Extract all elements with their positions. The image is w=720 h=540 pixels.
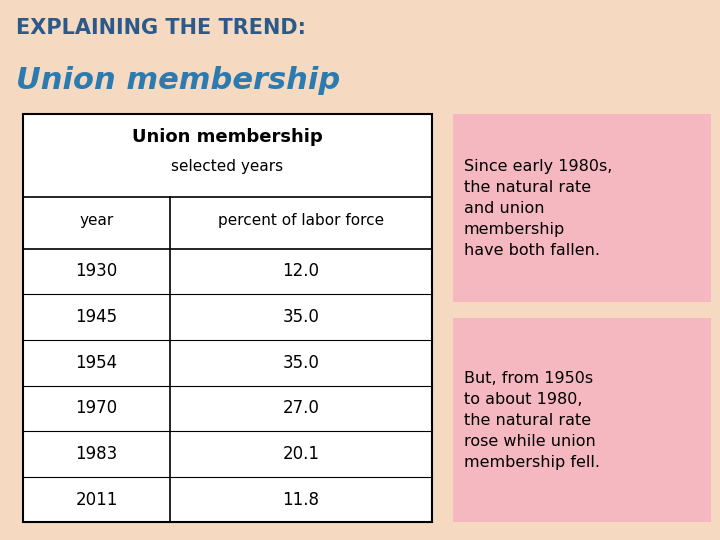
Text: year: year [79, 213, 114, 227]
Text: 20.1: 20.1 [282, 445, 320, 463]
Text: 2011: 2011 [76, 491, 117, 509]
Text: 35.0: 35.0 [282, 354, 320, 372]
Text: 1945: 1945 [76, 308, 117, 326]
Text: Since early 1980s,
the natural rate
and union
membership
have both fallen.: Since early 1980s, the natural rate and … [464, 159, 613, 258]
Text: 11.8: 11.8 [282, 491, 320, 509]
FancyBboxPatch shape [453, 114, 711, 302]
FancyBboxPatch shape [23, 114, 432, 523]
FancyBboxPatch shape [453, 319, 711, 523]
Text: percent of labor force: percent of labor force [218, 213, 384, 227]
Text: But, from 1950s
to about 1980,
the natural rate
rose while union
membership fell: But, from 1950s to about 1980, the natur… [464, 371, 600, 470]
Text: Union membership: Union membership [16, 66, 340, 95]
Text: EXPLAINING THE TREND:: EXPLAINING THE TREND: [16, 17, 306, 37]
Text: 1954: 1954 [76, 354, 117, 372]
Text: 1970: 1970 [76, 400, 117, 417]
Text: selected years: selected years [171, 159, 284, 174]
Text: 35.0: 35.0 [282, 308, 320, 326]
Text: 12.0: 12.0 [282, 262, 320, 280]
Text: 1983: 1983 [76, 445, 117, 463]
Text: 1930: 1930 [76, 262, 117, 280]
Text: 27.0: 27.0 [282, 400, 320, 417]
Text: Union membership: Union membership [132, 127, 323, 146]
